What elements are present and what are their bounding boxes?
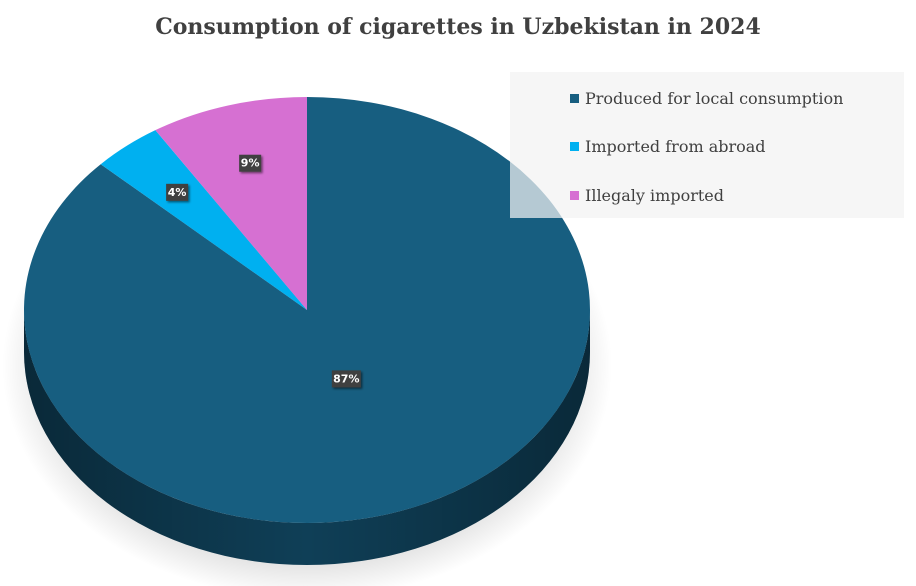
data-label-2: 9%	[239, 154, 262, 172]
legend-label-0: Produced for local consumption	[585, 89, 844, 108]
pie-slice-side-shade-0	[24, 310, 590, 565]
legend: Produced for local consumption Imported f…	[510, 72, 904, 218]
chart-title: Consumption of cigarettes in Uzbekistan …	[155, 14, 761, 40]
data-label-box-0	[331, 370, 361, 388]
legend-swatch-1	[570, 142, 579, 151]
legend-item-1: Imported from abroad	[570, 137, 766, 156]
pie-slice-1	[100, 130, 308, 310]
data-label-1: 4%	[166, 183, 189, 201]
data-label-text-0: 87%	[333, 372, 359, 385]
data-label-text-2: 9%	[241, 157, 260, 170]
data-label-box-1	[166, 183, 189, 201]
legend-item-0: Produced for local consumption	[570, 89, 843, 108]
data-label-text-1: 4%	[168, 186, 187, 199]
data-label-0: 87%	[331, 370, 361, 388]
legend-item-2: Illegaly imported	[570, 186, 724, 205]
pie-slice-2	[155, 97, 307, 310]
legend-swatch-0	[570, 94, 579, 103]
legend-swatch-2	[570, 191, 579, 200]
legend-label-1: Imported from abroad	[585, 137, 766, 156]
legend-label-2: Illegaly imported	[585, 186, 724, 205]
data-label-box-2	[239, 154, 262, 172]
pie-slice-0	[23, 97, 590, 523]
